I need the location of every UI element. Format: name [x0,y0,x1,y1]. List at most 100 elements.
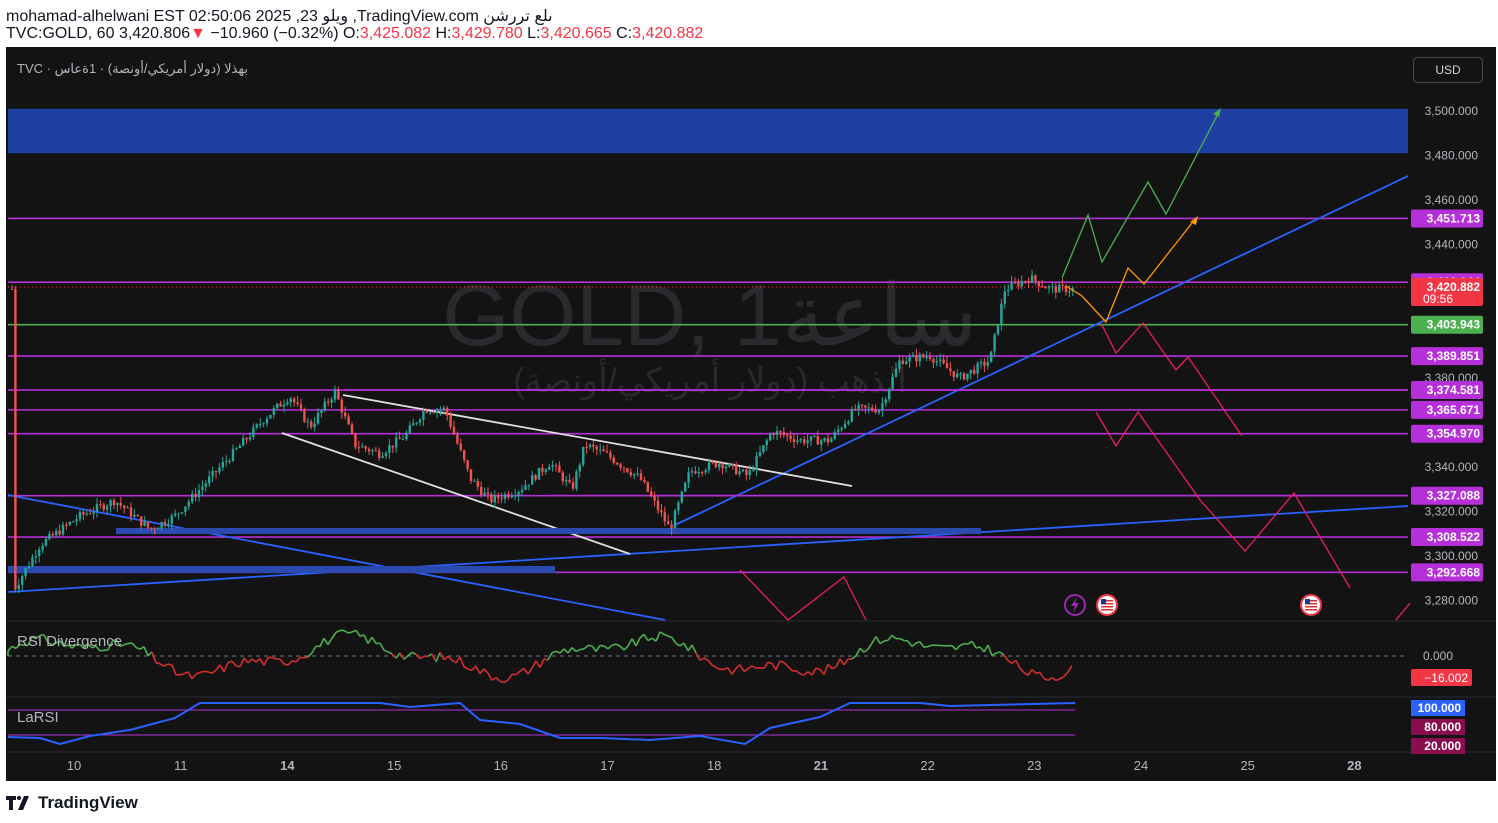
rsi-line-segment [711,664,717,669]
rsi-line-segment [363,634,369,644]
candle-body [78,511,82,520]
rsi-line-segment [583,644,589,650]
candle-body [537,467,541,480]
chart-frame[interactable] [6,47,1496,781]
candle-body [191,493,194,502]
rsi-line-segment [1027,668,1033,676]
rsi-line-segment [203,670,209,673]
candle-body [204,483,207,487]
rsi-line-segment [991,652,997,657]
candle-body [901,360,904,364]
ohlc-info: TVC:GOLD, 60 3,420.806▼ −10.960 (−0.32%)… [6,25,703,43]
rsi-line-segment [663,633,669,637]
candle-body [837,429,840,432]
candle-body [871,407,874,411]
candle-body [510,495,513,498]
candle-body [701,472,704,474]
time-axis-tick: 23 [1027,758,1041,773]
candle-body [446,407,449,416]
last-price: 3,420.806 [118,25,191,42]
candle-body [299,404,303,409]
time-axis-tick: 16 [494,758,508,773]
rsi-line-segment [1011,659,1017,665]
rsi-line-segment [651,637,657,642]
candle-body [531,475,534,485]
candle-body [259,424,262,426]
rsi-line-segment [239,657,245,668]
candle-body [24,568,27,577]
rsi-line-segment [47,641,53,646]
candle-body [316,412,320,424]
projection-path-red-4 [1395,602,1411,621]
currency-button[interactable]: USD [1413,57,1483,83]
rsi-line-segment [207,671,213,674]
candle-body [252,427,255,438]
rsi-line-segment [875,636,881,644]
rsi-line-segment [87,643,93,649]
flag-icon-canton [1305,599,1310,604]
rsi-line-segment [371,636,377,645]
footer-brand[interactable]: TradingView [6,790,138,816]
flag-icon-stripe [1101,600,1113,602]
candle-body [911,354,915,357]
candle-body [262,423,265,425]
rsi-line-segment [559,648,565,654]
rsi-line-segment [111,638,117,643]
candle-body [789,435,792,440]
rsi-line-segment [867,642,873,650]
rsi-line-segment [835,658,841,668]
candle-body [255,424,258,428]
rsi-line-segment [771,663,777,671]
rsi-line-segment [699,657,705,661]
candle-body [548,466,551,470]
candle-body [673,510,677,529]
price-axis-tick: 3,340.000 [1425,460,1479,474]
price-label-text: 3,420.882 [1427,280,1481,294]
close-label: C: [616,25,633,42]
supply-zone [8,108,1408,154]
candle-body [1013,282,1017,284]
open-label: O: [342,25,360,42]
candle-body [184,506,187,513]
candle-body [616,462,619,465]
candle-body [14,289,17,590]
rsi-line-segment [355,629,361,637]
candle-body [660,510,663,513]
rsi-line-segment [291,660,297,663]
candle-body [697,472,700,474]
candle-body [514,495,517,497]
rsi-line-segment [531,660,537,669]
rsi-line-segment [823,663,829,675]
rsi-line-segment [199,670,205,674]
rsi-line-segment [411,651,417,656]
rsi-line-segment [831,666,837,670]
close-value: 3,420.882 [632,25,704,42]
candle-body [354,433,357,448]
candle-body [820,440,823,445]
candle-body [112,500,116,506]
candle-body [48,533,51,540]
rsi-line-segment [747,665,753,670]
candle-body [860,404,864,406]
candle-body [157,528,160,530]
candle-body [225,461,228,463]
candle-body [905,361,908,364]
rsi-line-segment [167,663,173,666]
rsi-line-segment [143,646,149,656]
candle-body [650,491,653,497]
rsi-line-segment [83,643,89,649]
candle-body [75,519,78,522]
candle-body [922,354,925,358]
rsi-line-segment [463,666,469,670]
candle-body [313,423,316,428]
candle-body [248,437,252,440]
rsi-line-segment [467,668,473,671]
candle-body [928,356,932,359]
candle-body [663,512,666,522]
projection-path-red-2 [1095,410,1351,589]
candle-body [619,464,622,468]
candle-body [568,479,571,483]
candle-body [711,462,714,464]
rsi-line-segment [503,679,509,684]
